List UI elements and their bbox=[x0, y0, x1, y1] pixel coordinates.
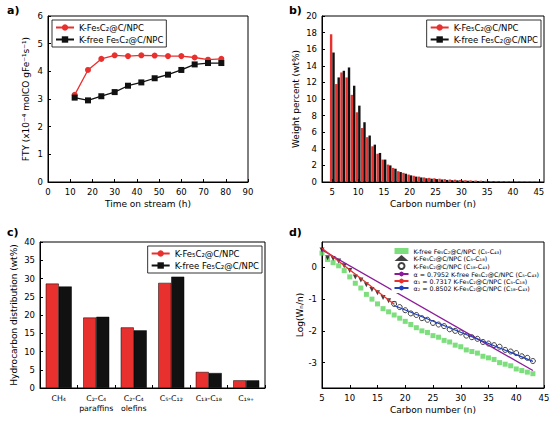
svg-text:40: 40 bbox=[131, 187, 142, 197]
svg-text:15: 15 bbox=[379, 187, 390, 197]
svg-text:b): b) bbox=[289, 4, 302, 17]
svg-text:C₂-C₄: C₂-C₄ bbox=[124, 394, 144, 403]
svg-text:20: 20 bbox=[24, 310, 35, 320]
svg-text:40: 40 bbox=[511, 393, 522, 403]
svg-text:K-free Fe₅C₂@C/NPC: K-free Fe₅C₂@C/NPC bbox=[79, 35, 163, 45]
svg-text:25: 25 bbox=[24, 292, 35, 302]
svg-text:CH₄: CH₄ bbox=[52, 394, 66, 403]
svg-text:K-Fe₅C₂@C/NPC: K-Fe₅C₂@C/NPC bbox=[454, 23, 519, 33]
svg-text:K-Fe₅C₂@C/NPC (C₅-C₁₈): K-Fe₅C₂@C/NPC (C₅-C₁₈) bbox=[414, 255, 488, 263]
svg-text:5: 5 bbox=[319, 393, 324, 403]
svg-text:-3: -3 bbox=[309, 358, 317, 368]
svg-text:15: 15 bbox=[24, 328, 35, 338]
svg-text:3: 3 bbox=[38, 94, 43, 104]
svg-text:-2: -2 bbox=[309, 326, 317, 336]
svg-text:2: 2 bbox=[38, 122, 43, 132]
svg-text:Carbon number (n): Carbon number (n) bbox=[390, 199, 476, 209]
svg-text:45: 45 bbox=[539, 393, 550, 403]
svg-text:35: 35 bbox=[483, 393, 494, 403]
svg-text:40: 40 bbox=[508, 187, 519, 197]
svg-text:d): d) bbox=[289, 226, 302, 239]
svg-text:Hydrocarbon distribution (wt%): Hydrocarbon distribution (wt%) bbox=[9, 244, 19, 385]
svg-text:5: 5 bbox=[30, 365, 35, 375]
svg-text:paraffins: paraffins bbox=[79, 404, 113, 413]
svg-text:10: 10 bbox=[353, 187, 364, 197]
svg-text:25: 25 bbox=[428, 393, 439, 403]
svg-text:35: 35 bbox=[24, 255, 35, 265]
svg-text:C₂-C₄: C₂-C₄ bbox=[86, 394, 106, 403]
svg-text:70: 70 bbox=[198, 187, 209, 197]
svg-text:80: 80 bbox=[220, 187, 231, 197]
svg-text:20: 20 bbox=[400, 393, 411, 403]
svg-text:10: 10 bbox=[306, 94, 317, 104]
svg-text:2: 2 bbox=[312, 160, 317, 170]
svg-text:Carbon number (n): Carbon number (n) bbox=[390, 405, 476, 415]
svg-text:15: 15 bbox=[372, 393, 383, 403]
svg-text:25: 25 bbox=[430, 187, 441, 197]
svg-text:35: 35 bbox=[482, 187, 493, 197]
svg-text:K-Fe₅C₂@C/NPC: K-Fe₅C₂@C/NPC bbox=[79, 23, 144, 33]
svg-text:Weight percent (wt%): Weight percent (wt%) bbox=[291, 50, 301, 148]
svg-text:16: 16 bbox=[306, 44, 317, 54]
svg-text:α₂ = 0.8502 K-Fe₅C₂@C/NPC (C₁₈: α₂ = 0.8502 K-Fe₅C₂@C/NPC (C₁₈-C₄₃) bbox=[414, 285, 530, 293]
svg-text:K-Fe₅C₂@C/NPC: K-Fe₅C₂@C/NPC bbox=[175, 249, 240, 259]
svg-text:10: 10 bbox=[344, 393, 355, 403]
svg-text:90: 90 bbox=[243, 187, 254, 197]
svg-text:5: 5 bbox=[330, 187, 335, 197]
svg-text:30: 30 bbox=[455, 393, 466, 403]
svg-text:8: 8 bbox=[312, 111, 317, 121]
svg-text:14: 14 bbox=[306, 61, 317, 71]
svg-text:K-Fe₅C₂@C/NPC (C₁₈-C₄₃): K-Fe₅C₂@C/NPC (C₁₈-C₄₃) bbox=[414, 263, 490, 271]
svg-text:30: 30 bbox=[456, 187, 467, 197]
svg-text:α = 0.7952 K-free Fe₅C₂@C/NPC: α = 0.7952 K-free Fe₅C₂@C/NPC (C₅-C₄₃) bbox=[413, 270, 539, 278]
svg-text:0: 0 bbox=[30, 383, 35, 393]
svg-text:30: 30 bbox=[24, 274, 35, 284]
svg-text:a): a) bbox=[7, 4, 19, 17]
svg-text:0: 0 bbox=[45, 187, 50, 197]
svg-text:5: 5 bbox=[38, 39, 43, 49]
svg-text:C₁₉₊: C₁₉₊ bbox=[238, 394, 254, 403]
svg-text:K-free Fe₅C₂@C/NPC (C₅-C₄₃): K-free Fe₅C₂@C/NPC (C₅-C₄₃) bbox=[413, 247, 502, 255]
svg-text:c): c) bbox=[7, 226, 19, 239]
svg-text:0: 0 bbox=[312, 177, 317, 187]
svg-text:12: 12 bbox=[306, 77, 317, 87]
svg-text:-1: -1 bbox=[309, 294, 317, 304]
svg-text:30: 30 bbox=[109, 187, 120, 197]
svg-text:20: 20 bbox=[404, 187, 415, 197]
svg-text:20: 20 bbox=[87, 187, 98, 197]
svg-text:45: 45 bbox=[533, 187, 544, 197]
svg-text:C₁₃-C₁₈: C₁₃-C₁₈ bbox=[196, 394, 222, 403]
svg-text:10: 10 bbox=[24, 347, 35, 357]
svg-text:50: 50 bbox=[154, 187, 165, 197]
svg-text:Log(Wₙ/n): Log(Wₙ/n) bbox=[295, 293, 305, 337]
svg-text:K-free Fe₅C₂@C/NPC: K-free Fe₅C₂@C/NPC bbox=[175, 261, 259, 271]
svg-text:0: 0 bbox=[38, 177, 43, 187]
svg-text:0: 0 bbox=[312, 262, 317, 272]
svg-text:20: 20 bbox=[306, 11, 317, 21]
svg-text:α₁ = 0.7317 K-Fe₅C₂@C/NPC (C₅-: α₁ = 0.7317 K-Fe₅C₂@C/NPC (C₅-C₁₈) bbox=[413, 277, 528, 285]
svg-text:FTY (x10⁻⁴ molCO gFe⁻¹s⁻¹): FTY (x10⁻⁴ molCO gFe⁻¹s⁻¹) bbox=[21, 37, 31, 161]
svg-text:4: 4 bbox=[312, 144, 317, 154]
svg-text:6: 6 bbox=[38, 11, 43, 21]
svg-text:K-free Fe₅C₂@C/NPC: K-free Fe₅C₂@C/NPC bbox=[454, 35, 538, 45]
svg-text:C₅-C₁₂: C₅-C₁₂ bbox=[160, 394, 183, 403]
svg-text:60: 60 bbox=[176, 187, 187, 197]
svg-text:4: 4 bbox=[38, 66, 43, 76]
svg-text:10: 10 bbox=[65, 187, 76, 197]
svg-text:1: 1 bbox=[38, 149, 43, 159]
svg-text:Time on stream (h): Time on stream (h) bbox=[104, 199, 191, 209]
svg-text:6: 6 bbox=[312, 127, 317, 137]
svg-text:40: 40 bbox=[24, 237, 35, 247]
svg-text:18: 18 bbox=[306, 28, 317, 38]
svg-text:olefins: olefins bbox=[121, 404, 147, 413]
